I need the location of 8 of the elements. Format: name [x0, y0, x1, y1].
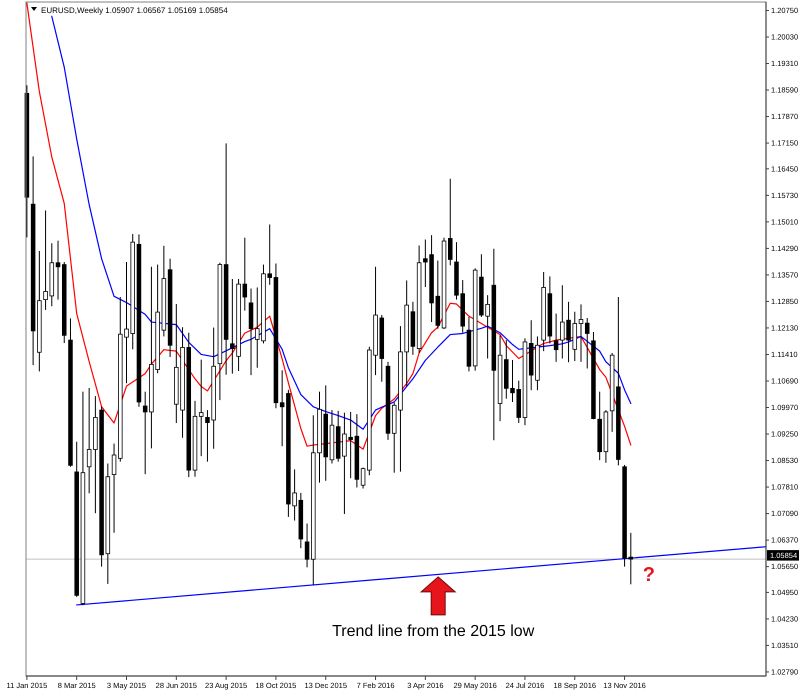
candlestick [423, 239, 428, 288]
candlestick [205, 410, 210, 462]
annotation: Trend line from the 2015 low [332, 622, 535, 640]
candlestick [230, 278, 235, 374]
text: EURUSD,Weekly 1.05907 1.06567 1.05169 1.05854 [41, 6, 228, 15]
candlestick [560, 284, 565, 360]
annotation: ? [642, 564, 655, 586]
candlestick [554, 313, 558, 362]
